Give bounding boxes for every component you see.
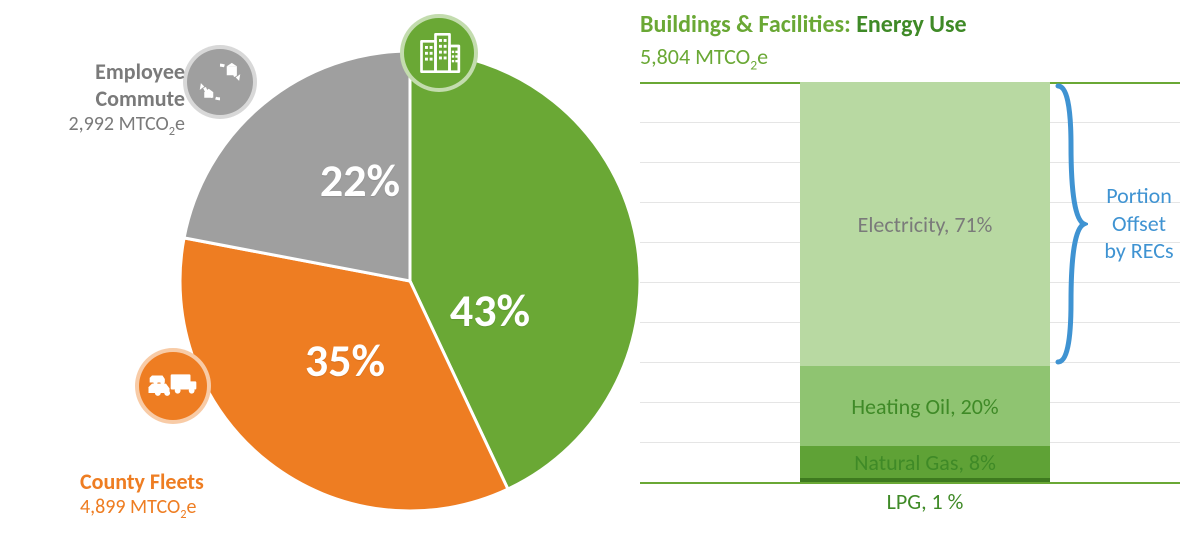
stack-segment-label-natgas: Natural Gas, 8%: [854, 449, 996, 476]
energy-stacked-bar: Electricity, 71% Heating Oil, 20% Natural …: [640, 82, 1180, 482]
energy-title-prefix: Buildings & Facilities:: [640, 10, 856, 39]
commute-title: Employee Commute: [20, 58, 185, 112]
commute-value: 2,992 MTCO2e: [20, 112, 185, 139]
stack-segment-heating: Heating Oil, 20%: [800, 366, 1050, 446]
commute-caption: Employee Commute 2,992 MTCO2e: [20, 58, 185, 139]
energy-use-value: 5,804 MTCO2e: [640, 43, 1180, 73]
stack-bottom-rule: [640, 482, 1180, 484]
energy-use-title: Buildings & Facilities: Energy Use: [640, 10, 1180, 39]
offset-brace: [1054, 82, 1088, 366]
pie-slice-label-commute: 22%: [320, 153, 400, 209]
commute-cycle-icon: [183, 45, 257, 119]
buildings-icon: [400, 14, 478, 92]
stack-segment-natgas: Natural Gas, 8%: [800, 446, 1050, 478]
fleets-value: 4,899 MTCO2e: [80, 495, 290, 522]
emissions-pie-chart: 43% 35% 22%: [180, 51, 640, 511]
fleets-title: County Fleets: [80, 468, 290, 495]
energy-stack: Electricity, 71% Heating Oil, 20% Natural …: [800, 82, 1050, 482]
stack-segment-label-electricity: Electricity, 71%: [858, 211, 993, 238]
rec-offset-caption: PortionOffsetby RECs: [1094, 182, 1184, 265]
fleets-caption: County Fleets 4,899 MTCO2e: [80, 468, 290, 522]
stack-segment-label-heating: Heating Oil, 20%: [851, 393, 998, 420]
fleet-vehicles-icon: [135, 348, 211, 424]
pie-slice-label-fleets: 35%: [305, 333, 385, 389]
lpg-segment-label: LPG, 1 %: [800, 488, 1050, 515]
stack-segment-electricity: Electricity, 71%: [800, 82, 1050, 366]
energy-title-bold: Energy Use: [856, 10, 966, 39]
pie-slice-label-buildings: 43%: [450, 283, 530, 339]
energy-use-breakdown-panel: Buildings & Facilities: Energy Use 5,804…: [640, 10, 1180, 510]
